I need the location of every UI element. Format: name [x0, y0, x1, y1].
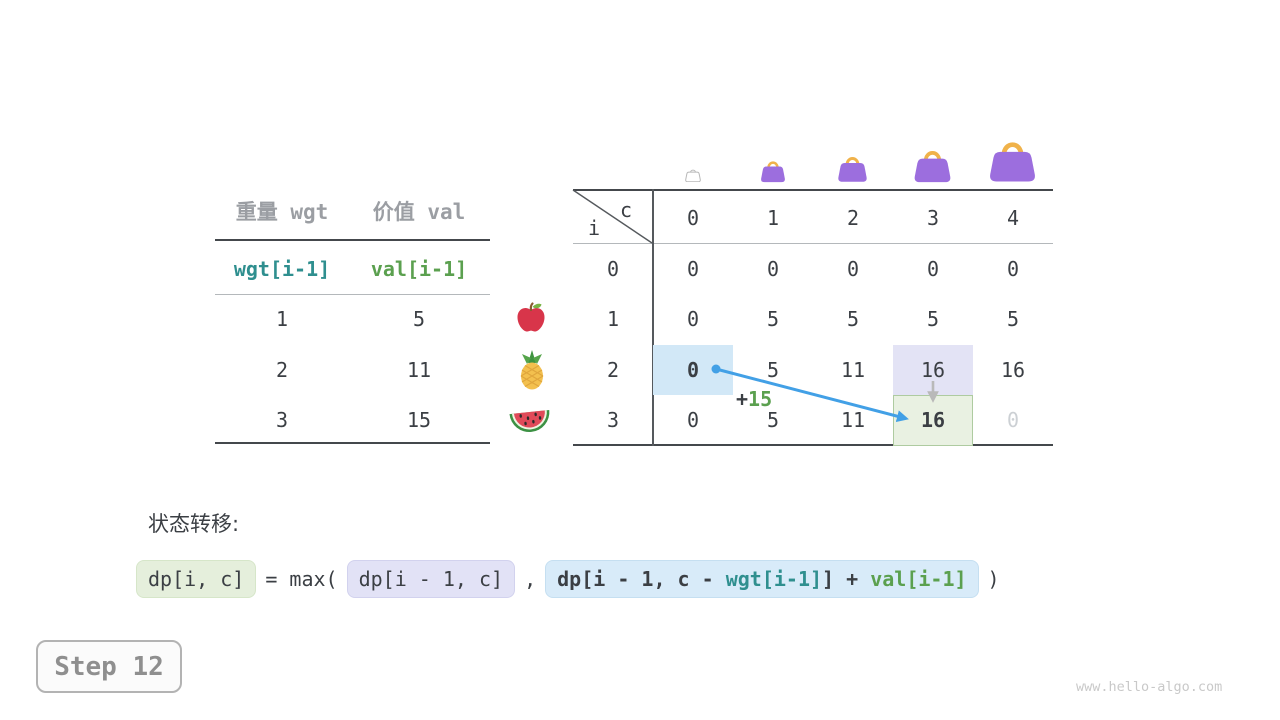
formula-arg2-prefix: dp[i - 1, c -	[557, 567, 726, 591]
dp-cell-0-4: 0	[1006, 257, 1020, 281]
formula-close-paren: )	[987, 567, 1000, 591]
dp-cell-1-2: 5	[846, 307, 860, 331]
dp-cell-2-3: 16	[920, 358, 946, 382]
dp-cell-3-4: 0	[1006, 408, 1020, 432]
item-value-2: 11	[406, 358, 432, 382]
dp-cell-2-2: 11	[840, 358, 866, 382]
state-transition-formula: dp[i, c] = max( dp[i - 1, c] , dp[i - 1,…	[136, 560, 1000, 598]
items-table-header-value: 价值 val	[372, 200, 466, 224]
formula-arg2: dp[i - 1, c - wgt[i-1]] + val[i-1]	[545, 560, 979, 598]
dp-cell-0-1: 0	[766, 257, 780, 281]
dp-corner-col-label: c	[620, 198, 633, 222]
apple-icon	[514, 301, 548, 339]
dp-col-header-4: 4	[1006, 206, 1020, 230]
items-table-top-divider	[215, 239, 490, 241]
step-badge: Step 12	[36, 640, 182, 693]
dp-row-header-1: 1	[606, 307, 620, 331]
dp-cell-2-4: 16	[1000, 358, 1026, 382]
items-table-bottom-divider	[215, 442, 490, 444]
bag-icon-2	[836, 153, 869, 187]
bag-icon-1	[759, 158, 787, 187]
dp-corner-row-label: i	[588, 216, 601, 240]
item-weight-2: 2	[275, 358, 289, 382]
dp-cell-1-3: 5	[926, 307, 940, 331]
formula-comma: ,	[524, 567, 537, 591]
dp-table-bottom-border	[573, 444, 1053, 446]
formula-lhs: dp[i, c]	[136, 560, 257, 598]
added-value: 15	[748, 387, 773, 411]
items-table-mid-divider	[215, 294, 490, 295]
item-weight-1: 1	[275, 307, 289, 331]
dp-col-header-3: 3	[926, 206, 940, 230]
dp-col-header-2: 2	[846, 206, 860, 230]
dp-cell-2-0: 0	[686, 358, 700, 382]
formula-arg1: dp[i - 1, c]	[346, 560, 516, 598]
dp-col-header-0: 0	[686, 206, 700, 230]
pineapple-icon	[516, 349, 548, 395]
item-value-3: 15	[406, 408, 432, 432]
dp-cell-3-3: 16	[920, 408, 946, 432]
bag-icon-4	[988, 136, 1037, 187]
formula-arg2-wgt: wgt[i-1]	[725, 567, 823, 591]
dp-corner-diagonal	[572, 189, 653, 244]
dp-row-header-0: 0	[606, 257, 620, 281]
formula-arg2-mid: ] +	[822, 567, 871, 591]
dp-row-header-3: 3	[606, 408, 620, 432]
formula-eq-max: = max(	[265, 567, 338, 591]
dp-cell-0-2: 0	[846, 257, 860, 281]
dp-cell-0-3: 0	[926, 257, 940, 281]
dp-cell-1-1: 5	[766, 307, 780, 331]
dp-cell-3-0: 0	[686, 408, 700, 432]
dp-cell-0-0: 0	[686, 257, 700, 281]
item-weight-3: 3	[275, 408, 289, 432]
watermark: www.hello-algo.com	[1076, 679, 1223, 695]
dp-cell-1-4: 5	[1006, 307, 1020, 331]
state-transition-label: 状态转移:	[148, 512, 240, 536]
plus-sign: +	[736, 387, 749, 411]
items-table-var-weight: wgt[i-1]	[233, 257, 331, 281]
bag-icon-3	[912, 146, 953, 187]
items-table-header-weight: 重量 wgt	[235, 200, 329, 224]
dp-cell-1-0: 0	[686, 307, 700, 331]
formula-arg2-val: val[i-1]	[870, 567, 967, 591]
watermelon-icon	[508, 404, 552, 440]
dp-row-header-2: 2	[606, 358, 620, 382]
items-table-var-value: val[i-1]	[370, 257, 468, 281]
bag-empty-icon	[685, 167, 701, 186]
transition-add-value-label: +15	[736, 387, 772, 411]
dp-col-header-1: 1	[766, 206, 780, 230]
dp-cell-3-2: 11	[840, 408, 866, 432]
dp-table-top-border	[573, 189, 1053, 191]
item-value-1: 5	[412, 307, 426, 331]
dp-table-vertical-border	[652, 189, 654, 446]
dp-table-header-divider	[573, 243, 1053, 244]
